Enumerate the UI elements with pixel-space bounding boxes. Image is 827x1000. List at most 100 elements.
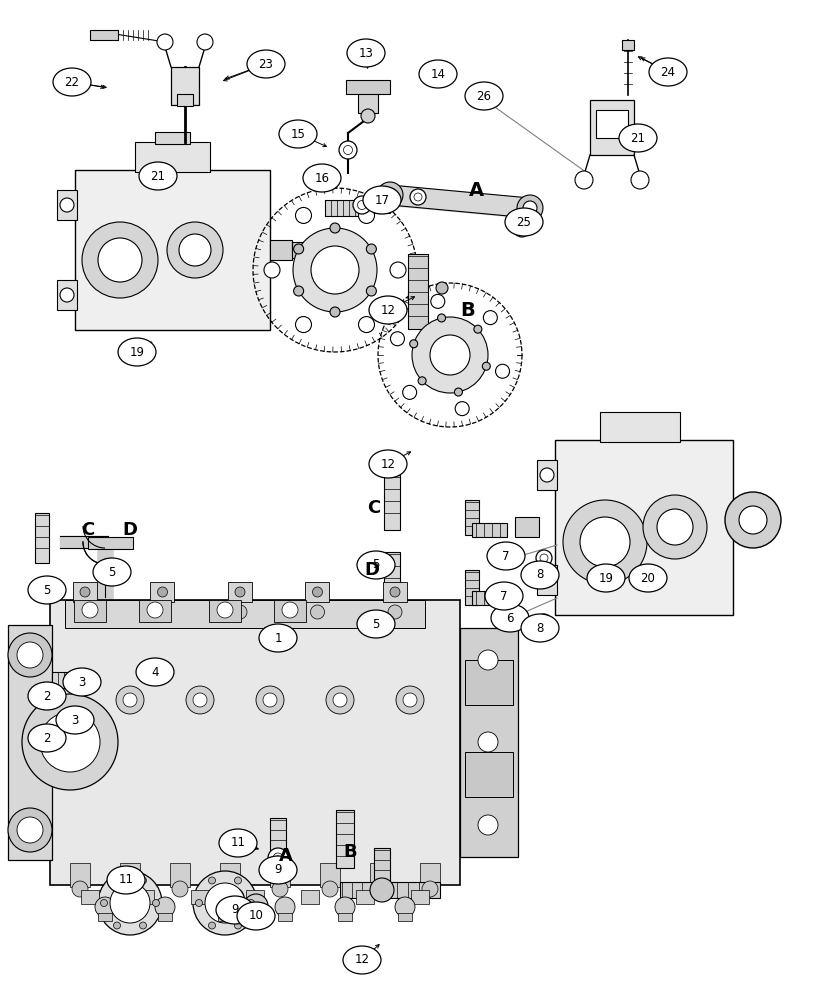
- Circle shape: [388, 605, 402, 619]
- Circle shape: [516, 195, 543, 221]
- Bar: [361, 197, 390, 213]
- Bar: [514, 517, 538, 537]
- Bar: [158, 913, 172, 921]
- Ellipse shape: [586, 564, 624, 592]
- Bar: [465, 752, 513, 797]
- Text: 14: 14: [430, 68, 445, 81]
- Bar: [621, 40, 633, 50]
- Circle shape: [234, 922, 241, 929]
- Bar: [292, 242, 309, 258]
- Circle shape: [205, 883, 245, 923]
- Circle shape: [147, 602, 163, 618]
- Circle shape: [293, 228, 376, 312]
- Circle shape: [539, 618, 547, 626]
- Ellipse shape: [303, 164, 341, 192]
- Bar: [600, 412, 679, 442]
- Circle shape: [535, 550, 552, 566]
- Bar: [319, 863, 340, 887]
- Ellipse shape: [356, 610, 394, 638]
- Circle shape: [17, 817, 43, 843]
- Bar: [74, 600, 106, 622]
- Circle shape: [370, 878, 394, 902]
- Circle shape: [366, 244, 376, 254]
- Bar: [398, 913, 412, 921]
- Text: 15: 15: [290, 128, 305, 141]
- Text: 25: 25: [516, 216, 531, 229]
- Circle shape: [430, 294, 444, 308]
- Text: 3: 3: [79, 676, 85, 688]
- Bar: [410, 890, 428, 904]
- Ellipse shape: [216, 896, 254, 924]
- Bar: [50, 600, 460, 885]
- Ellipse shape: [93, 558, 131, 586]
- Circle shape: [422, 881, 437, 897]
- Circle shape: [122, 881, 138, 897]
- Circle shape: [235, 587, 245, 597]
- Text: 21: 21: [629, 132, 645, 145]
- Circle shape: [282, 602, 298, 618]
- Bar: [75, 170, 270, 330]
- Circle shape: [630, 171, 648, 189]
- Bar: [171, 67, 198, 105]
- Circle shape: [78, 605, 92, 619]
- Ellipse shape: [56, 706, 94, 734]
- Circle shape: [418, 377, 426, 385]
- Circle shape: [412, 317, 487, 393]
- Circle shape: [157, 587, 167, 597]
- Text: 9: 9: [231, 903, 238, 916]
- Bar: [383, 582, 407, 602]
- Circle shape: [390, 262, 405, 278]
- Circle shape: [273, 853, 283, 863]
- Bar: [246, 890, 264, 904]
- Text: 9: 9: [274, 863, 281, 876]
- Circle shape: [409, 189, 425, 205]
- Text: 12: 12: [380, 458, 395, 471]
- Text: 5: 5: [108, 566, 116, 578]
- Circle shape: [98, 871, 162, 935]
- Bar: [460, 628, 518, 857]
- Circle shape: [295, 317, 311, 333]
- Bar: [52, 672, 82, 688]
- Bar: [52, 710, 82, 726]
- Circle shape: [335, 897, 355, 917]
- Circle shape: [656, 509, 692, 545]
- Ellipse shape: [520, 561, 558, 589]
- Circle shape: [326, 686, 354, 714]
- Circle shape: [8, 633, 52, 677]
- Bar: [374, 848, 390, 890]
- Bar: [471, 523, 506, 537]
- Ellipse shape: [486, 542, 524, 570]
- Circle shape: [195, 899, 203, 906]
- Circle shape: [352, 196, 370, 214]
- Bar: [65, 600, 424, 628]
- Circle shape: [113, 922, 121, 929]
- Circle shape: [208, 877, 215, 884]
- Circle shape: [38, 727, 56, 745]
- Circle shape: [17, 642, 43, 668]
- Circle shape: [22, 694, 118, 790]
- Ellipse shape: [504, 208, 543, 236]
- Circle shape: [155, 605, 170, 619]
- Circle shape: [358, 317, 374, 333]
- Circle shape: [376, 182, 403, 208]
- Circle shape: [436, 282, 447, 294]
- Bar: [595, 110, 627, 138]
- Bar: [357, 83, 378, 113]
- Circle shape: [579, 517, 629, 567]
- Bar: [35, 513, 49, 563]
- Circle shape: [330, 307, 340, 317]
- Circle shape: [409, 340, 417, 348]
- Bar: [537, 565, 557, 595]
- Bar: [337, 913, 351, 921]
- Circle shape: [40, 712, 100, 772]
- Bar: [57, 280, 77, 310]
- Bar: [208, 600, 241, 622]
- Circle shape: [197, 34, 213, 50]
- Text: 5: 5: [372, 558, 380, 572]
- Circle shape: [272, 881, 288, 897]
- Text: 19: 19: [129, 346, 145, 359]
- Circle shape: [208, 922, 215, 929]
- Ellipse shape: [648, 58, 686, 86]
- Circle shape: [295, 207, 311, 223]
- Circle shape: [172, 881, 188, 897]
